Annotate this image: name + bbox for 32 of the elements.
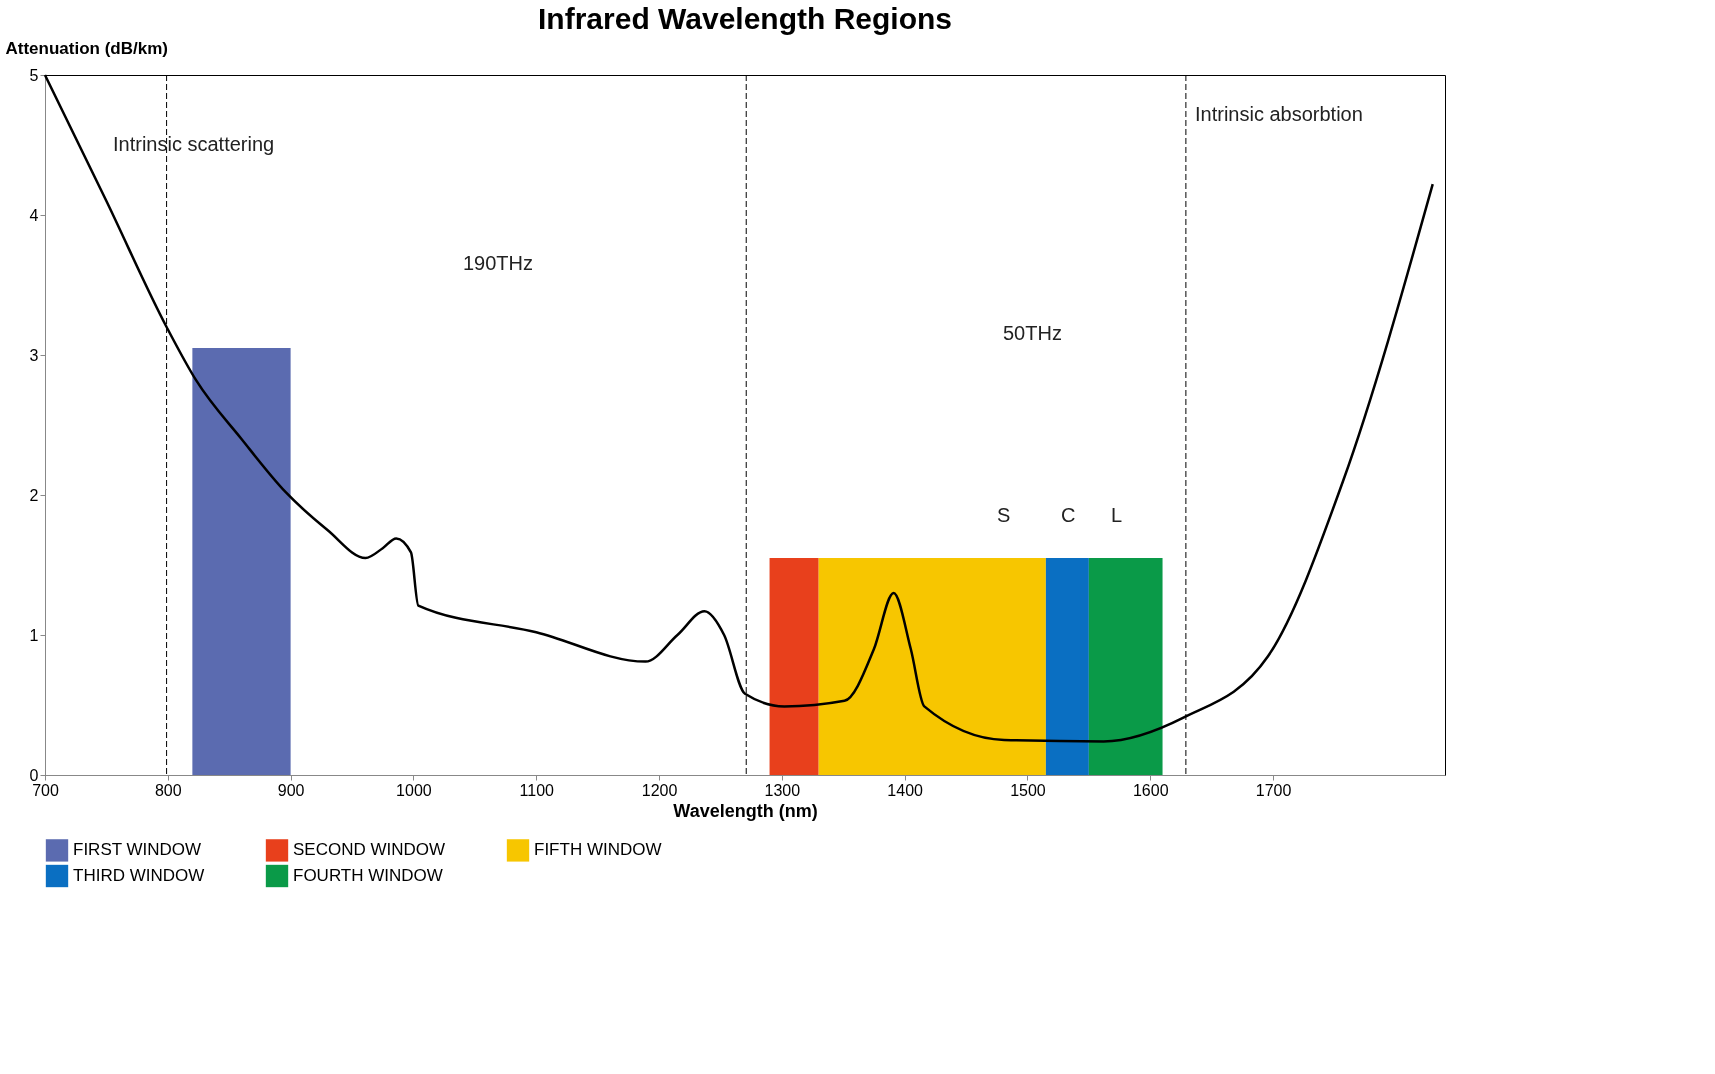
x-tick-label: 1200 bbox=[641, 781, 678, 799]
y-tick-label: 2 bbox=[29, 486, 39, 504]
x-tick-label: 800 bbox=[154, 781, 182, 799]
x-tick-label: 1100 bbox=[519, 781, 555, 799]
y-tick-label: 3 bbox=[29, 346, 39, 364]
x-tick-label: 1700 bbox=[1255, 781, 1292, 799]
y-axis-title: Attenuation (dB/km) bbox=[5, 38, 168, 58]
y-tick-label: 4 bbox=[29, 206, 39, 224]
annotation: 50THz bbox=[1003, 322, 1062, 344]
x-tick-label: 1500 bbox=[1010, 781, 1046, 799]
annotation: Intrinsic absorbtion bbox=[1195, 103, 1363, 125]
x-axis-title: Wavelength (nm) bbox=[673, 800, 818, 821]
annotation: C bbox=[1061, 504, 1076, 526]
legend-label: THIRD WINDOW bbox=[73, 866, 205, 885]
x-tick-label: 700 bbox=[32, 781, 59, 799]
legend-label: FIFTH WINDOW bbox=[534, 840, 662, 860]
x-tick-label: 1400 bbox=[887, 781, 924, 799]
legend-label: FIRST WINDOW bbox=[73, 840, 202, 860]
y-tick-label: 5 bbox=[29, 66, 39, 84]
annotation: S bbox=[997, 504, 1011, 526]
x-tick-label: 900 bbox=[277, 781, 305, 799]
x-tick-label: 1300 bbox=[764, 781, 801, 799]
annotation: 190THz bbox=[463, 252, 534, 274]
y-tick-label: 1 bbox=[29, 626, 39, 644]
x-tick-label: 1000 bbox=[396, 781, 432, 799]
x-tick-label: 1600 bbox=[1132, 781, 1169, 799]
legend-label: FOURTH WINDOW bbox=[293, 866, 443, 885]
annotation: Intrinsic scattering bbox=[113, 133, 275, 155]
annotation: L bbox=[1111, 504, 1123, 526]
y-tick-label: 0 bbox=[29, 766, 39, 784]
chart-title: Infrared Wavelength Regions bbox=[538, 2, 952, 35]
legend-label: SECOND WINDOW bbox=[293, 840, 446, 860]
